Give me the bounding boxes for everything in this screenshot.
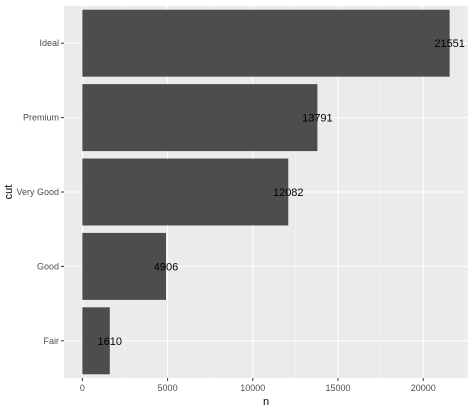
bar-fair [82,307,110,375]
x-tick-label: 20000 [411,383,436,393]
data-label: 12082 [273,187,304,199]
bars [82,9,450,375]
x-axis-title: n [263,396,269,408]
y-tick-label: Very Good [16,187,59,197]
data-label: 4906 [154,261,178,273]
bar-ideal [82,9,450,77]
y-tick-label: Fair [44,336,60,346]
bar-premium [82,84,318,152]
y-axis: Ideal Premium Very Good Good Fair [16,38,64,346]
data-label: 13791 [302,113,333,125]
y-axis-title: cut [3,185,15,200]
data-label: 21551 [434,38,465,50]
data-label: 1610 [98,336,122,348]
x-tick-label: 5000 [158,383,178,393]
bar-very-good [82,158,289,226]
x-tick-label: 0 [80,383,85,393]
x-axis: 0 5000 10000 15000 20000 [80,378,436,393]
y-tick-label: Ideal [39,38,59,48]
data-labels: 21551 13791 12082 4906 1610 [98,38,465,348]
y-tick-label: Good [37,261,59,271]
bar-good [82,232,166,300]
x-tick-label: 15000 [325,383,350,393]
x-tick-label: 10000 [240,383,265,393]
y-tick-label: Premium [23,113,59,123]
